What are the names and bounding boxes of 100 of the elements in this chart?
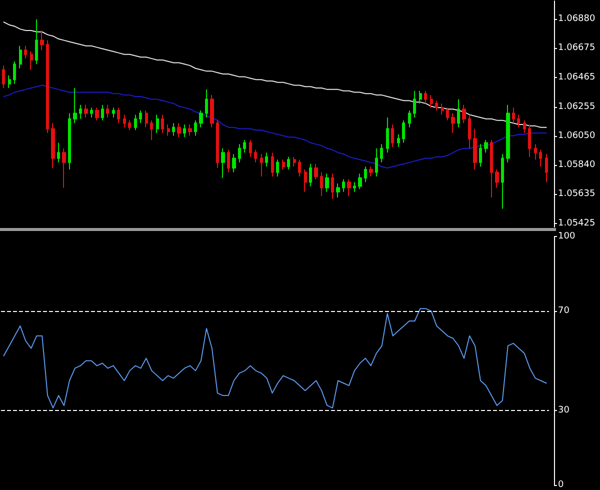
candlestick	[145, 110, 148, 128]
candlestick	[210, 94, 214, 128]
candlestick	[221, 148, 225, 178]
candlestick	[260, 154, 263, 177]
candlestick	[336, 182, 340, 198]
candlestick	[51, 122, 55, 169]
candlestick	[347, 178, 351, 197]
candlestick	[249, 139, 252, 158]
candlestick	[112, 107, 115, 118]
candlestick	[123, 114, 126, 128]
candlestick	[167, 124, 170, 136]
candlestick	[391, 124, 394, 148]
candlestick	[188, 124, 192, 136]
candlestick	[462, 104, 466, 124]
candlestick	[545, 154, 548, 183]
candlestick	[375, 148, 378, 177]
y-tick-label: 1.06675	[558, 43, 596, 54]
candlestick	[13, 60, 16, 84]
candlestick	[408, 110, 411, 128]
candlestick	[320, 172, 323, 197]
candlestick	[276, 159, 279, 177]
y-tick-label: 1.05425	[558, 218, 596, 228]
y-tick-label: 1.05635	[558, 189, 596, 200]
candlestick	[331, 173, 334, 200]
candlestick	[298, 159, 301, 177]
candlestick	[46, 40, 49, 134]
line-series	[3, 308, 547, 408]
candlestick	[430, 94, 433, 108]
candlestick	[282, 159, 285, 170]
candlestick	[232, 154, 236, 173]
candlestick	[419, 90, 422, 104]
candlestick	[325, 173, 329, 192]
candlestick	[528, 124, 531, 158]
candlestick	[424, 90, 427, 104]
candlestick	[386, 117, 389, 154]
candlestick	[314, 163, 318, 180]
candlestick	[539, 149, 542, 168]
candlestick	[468, 114, 471, 149]
candlestick	[106, 104, 109, 118]
y-tick-label: 1.06465	[558, 72, 596, 83]
candlestick	[490, 139, 493, 198]
candlestick	[397, 134, 400, 148]
y-tick-label: 1.06050	[558, 130, 596, 141]
candlestick	[2, 65, 5, 89]
candlestick	[271, 152, 274, 177]
candlestick	[139, 110, 142, 124]
candlestick	[369, 166, 373, 177]
candlestick	[358, 173, 362, 190]
candlestick	[506, 104, 510, 163]
candlestick	[364, 166, 367, 183]
candlestick	[293, 156, 296, 168]
candlestick	[254, 149, 257, 163]
candlestick	[512, 107, 515, 124]
candlestick	[517, 114, 520, 128]
candlestick	[353, 182, 356, 192]
candlestick	[446, 107, 449, 121]
candlestick	[19, 45, 22, 69]
candlestick	[90, 107, 93, 118]
candlestick	[238, 144, 241, 163]
candlestick	[479, 144, 482, 168]
y-tick-label: 70	[558, 306, 570, 316]
candlestick	[194, 120, 197, 136]
candlestick	[243, 139, 246, 154]
line-series	[3, 22, 547, 128]
candlestick	[183, 124, 186, 138]
candlestick	[8, 74, 11, 89]
y-tick-label: 30	[558, 405, 570, 416]
candlestick	[24, 45, 27, 60]
y-tick-label: 0	[558, 480, 564, 490]
candlestick	[62, 148, 66, 188]
candlestick	[161, 114, 164, 134]
candlestick	[380, 144, 383, 163]
candlestick	[73, 88, 77, 124]
candlestick	[79, 104, 82, 120]
candlestick	[523, 120, 526, 134]
candlestick	[128, 120, 131, 131]
y-tick-label: 1.06880	[558, 14, 596, 24]
candlestick	[402, 120, 405, 144]
candlestick	[309, 163, 312, 187]
candlestick	[265, 152, 268, 168]
candlestick	[205, 88, 208, 118]
y-tick-label: 1.06255	[558, 102, 596, 112]
candlestick	[501, 154, 504, 210]
candlestick	[40, 30, 44, 51]
candlestick	[35, 18, 38, 65]
candlestick	[101, 104, 104, 121]
candlestick	[199, 110, 203, 128]
candlestick	[287, 156, 290, 170]
candlestick	[150, 120, 153, 140]
candlestick	[495, 168, 499, 188]
candlestick	[57, 142, 60, 163]
candlestick	[172, 122, 175, 136]
candlestick	[117, 107, 120, 124]
candlestick	[156, 114, 159, 134]
candlestick	[441, 102, 444, 116]
candlestick	[451, 112, 455, 134]
candlestick	[435, 100, 438, 111]
candlestick	[177, 122, 181, 138]
candlestick	[484, 139, 488, 154]
candlestick	[84, 104, 88, 118]
